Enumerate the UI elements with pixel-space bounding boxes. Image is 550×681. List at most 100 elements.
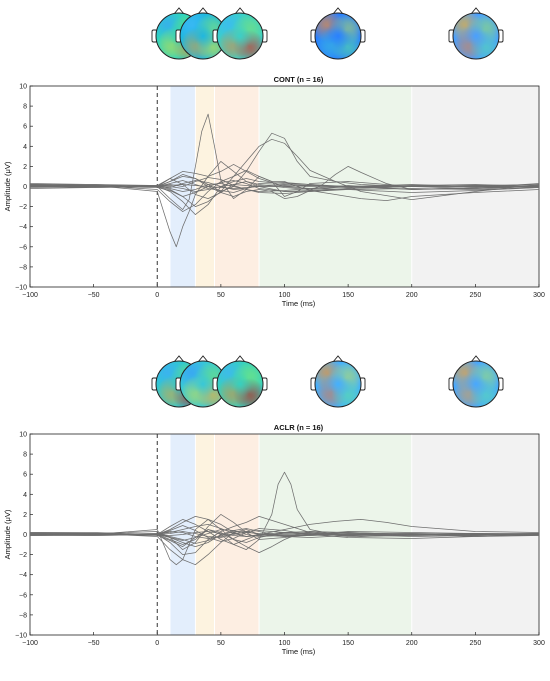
- x-tick-label: 300: [533, 292, 545, 299]
- erp-trace-6: [30, 170, 540, 207]
- x-tick-label: −100: [22, 292, 38, 299]
- erp-trace-9: [29, 525, 540, 542]
- topomap-field: [453, 13, 499, 59]
- x-tick-label: 100: [279, 292, 291, 299]
- head-outline: [216, 360, 264, 408]
- head-outline: [216, 12, 264, 60]
- y-tick-label: 4: [23, 144, 27, 151]
- x-axis-label: Time (ms): [282, 647, 316, 656]
- y-tick-label: 8: [23, 104, 27, 111]
- nose: [332, 355, 344, 363]
- y-tick-label: −4: [19, 224, 27, 231]
- y-tick-label: −8: [19, 264, 27, 271]
- y-axis-label: Amplitude (μV): [3, 509, 12, 559]
- y-tick-label: 2: [23, 512, 27, 519]
- head-outline: [452, 360, 500, 408]
- cont-panel: −100 −50 0 50 100 150 200 250 300 10 8 6 4 2 0 −2 −4 −6 −8…: [0, 0, 550, 330]
- topomap-4: [310, 7, 366, 60]
- x-tick-label: 50: [217, 640, 225, 647]
- erp-trace-16: [29, 529, 540, 541]
- nose: [173, 7, 185, 15]
- y-tick-label: −10: [15, 633, 27, 640]
- x-tick-label: 200: [406, 292, 418, 299]
- y-tick-label: 0: [23, 532, 27, 539]
- x-tick-label: 250: [470, 292, 482, 299]
- head-outline: [314, 360, 362, 408]
- y-tick-label: −4: [19, 572, 27, 579]
- nose: [197, 355, 209, 363]
- head-outline: [314, 12, 362, 60]
- head-outline: [452, 12, 500, 60]
- field-blob: [315, 361, 361, 407]
- topomap-field: [453, 361, 499, 407]
- field-blob: [315, 13, 361, 59]
- nose: [470, 355, 482, 363]
- y-tick-label: 10: [19, 84, 27, 91]
- aclr-topomap-row: [151, 355, 504, 408]
- nose: [173, 355, 185, 363]
- y-tick-label: 2: [23, 164, 27, 171]
- erp-trace-12: [29, 180, 540, 197]
- x-tick-label: 100: [279, 640, 291, 647]
- topomap-field: [315, 13, 361, 59]
- field-blob: [217, 361, 263, 407]
- erp-trace-13: [30, 530, 539, 538]
- nose: [332, 7, 344, 15]
- field-blob: [453, 13, 499, 59]
- x-tick-label: 200: [406, 640, 418, 647]
- y-tick-label: 0: [23, 184, 27, 191]
- nose: [197, 7, 209, 15]
- topomap-field: [217, 361, 263, 407]
- topomap-4: [310, 355, 366, 408]
- erp-trace-6: [30, 516, 539, 555]
- x-tick-label: −50: [88, 292, 100, 299]
- y-tick-label: −2: [19, 552, 27, 559]
- field-blob: [217, 13, 263, 59]
- x-tick-label: 0: [155, 640, 159, 647]
- aclr-panel: −100 −50 0 50 100 150 200 250 300 10 8 6 4 2 0 −2 −4 −6 −8…: [0, 348, 550, 659]
- y-tick-label: 6: [23, 472, 27, 479]
- chart-title: CONT (n = 16): [274, 75, 324, 84]
- y-tick-label: −8: [19, 612, 27, 619]
- y-tick-label: 8: [23, 452, 27, 459]
- x-tick-label: 150: [342, 640, 354, 647]
- cont-erp-chart: −100 −50 0 50 100 150 200 250 300 10 8 6 4 2 0 −2 −4 −6 −8…: [3, 75, 545, 308]
- y-tick-label: 4: [23, 492, 27, 499]
- erp-trace-13: [29, 177, 540, 194]
- y-tick-label: 10: [19, 432, 27, 439]
- cont-topomap-row: [151, 7, 504, 60]
- y-tick-label: −6: [19, 592, 27, 599]
- erp-trace-4: [29, 516, 540, 553]
- x-tick-label: 300: [533, 640, 545, 647]
- field-blob: [180, 361, 226, 407]
- field-blob: [180, 13, 226, 59]
- field-blob: [453, 361, 499, 407]
- y-tick-label: 6: [23, 124, 27, 131]
- nose: [234, 7, 246, 15]
- topomap-5: [448, 355, 504, 408]
- x-tick-label: 150: [342, 292, 354, 299]
- y-tick-label: −2: [19, 204, 27, 211]
- erp-trace-5: [29, 166, 540, 199]
- nose: [234, 355, 246, 363]
- y-axis-label: Amplitude (μV): [3, 161, 12, 211]
- aclr-erp-chart: −100 −50 0 50 100 150 200 250 300 10 8 6 4 2 0 −2 −4 −6 −8…: [3, 423, 545, 656]
- topomap-3: [212, 355, 268, 408]
- x-tick-label: −50: [88, 640, 100, 647]
- topomap-5: [448, 7, 504, 60]
- x-tick-label: 0: [155, 292, 159, 299]
- x-tick-label: 250: [470, 640, 482, 647]
- erp-trace-7: [30, 519, 540, 545]
- x-axis-label: Time (ms): [282, 299, 316, 308]
- y-tick-label: −6: [19, 244, 27, 251]
- nose: [470, 7, 482, 15]
- topomap-field: [315, 361, 361, 407]
- y-tick-label: −10: [15, 285, 27, 292]
- x-tick-label: −100: [22, 640, 38, 647]
- erp-trace-1: [29, 113, 540, 210]
- topomap-3: [212, 7, 268, 60]
- topomap-field: [217, 13, 263, 59]
- x-tick-label: 50: [217, 292, 225, 299]
- chart-title: ACLR (n = 16): [274, 423, 324, 432]
- erp-trace-16: [30, 184, 539, 189]
